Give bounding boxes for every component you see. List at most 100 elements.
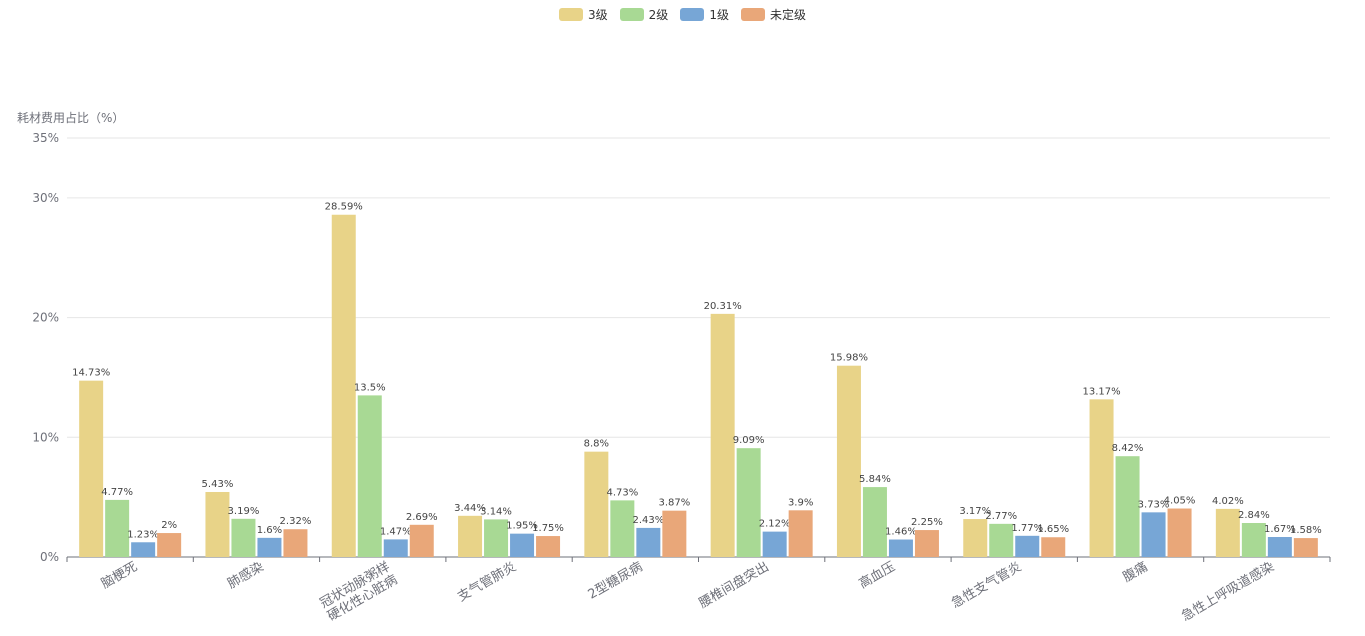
x-tick-label: 2型糖尿病 [585, 559, 645, 603]
data-label: 1.77% [1011, 523, 1043, 534]
legend-label: 3级 [588, 8, 608, 22]
bar [584, 451, 609, 557]
data-label: 2.32% [280, 516, 312, 527]
y-tick-label: 30% [32, 191, 59, 205]
bar [458, 515, 483, 557]
x-tick-label: 急性支气管炎 [949, 559, 1025, 612]
legend-swatch [559, 8, 584, 21]
bar [383, 539, 408, 557]
bar [662, 510, 687, 557]
bar [836, 365, 861, 557]
bar [963, 519, 988, 557]
bar [610, 500, 635, 557]
bar [257, 537, 282, 557]
x-tick-label: 腰椎间盘突出 [696, 559, 772, 612]
data-label: 2.12% [759, 519, 791, 530]
bar [484, 519, 509, 557]
x-tick-label-line: 2型糖尿病 [585, 559, 645, 603]
data-label: 3.14% [480, 506, 512, 517]
data-label: 4.73% [606, 487, 638, 498]
bar [1267, 537, 1292, 557]
data-label: 9.09% [733, 435, 765, 446]
data-label: 3.87% [658, 498, 690, 509]
bar [536, 536, 561, 557]
data-label: 1.67% [1264, 524, 1296, 535]
data-label: 1.95% [506, 521, 538, 532]
data-label: 14.73% [72, 368, 110, 379]
data-label: 1.75% [532, 523, 564, 534]
data-label: 4.05% [1164, 496, 1196, 507]
data-label: 1.46% [885, 527, 917, 538]
legend-item[interactable]: 1级 [680, 6, 729, 23]
x-tick-label-line: 腹痛 [1120, 559, 1151, 586]
bar [331, 214, 356, 557]
bar [1041, 537, 1066, 557]
y-tick-label: 0% [40, 550, 59, 564]
data-label: 8.42% [1112, 443, 1144, 454]
data-label: 2.77% [985, 511, 1017, 522]
x-tick-label-line: 腰椎间盘突出 [696, 559, 772, 612]
data-label: 1.58% [1290, 525, 1322, 536]
y-tick-label: 20% [32, 311, 59, 325]
legend-swatch [740, 8, 765, 21]
bar [636, 527, 661, 557]
bar [157, 533, 182, 557]
bar [888, 539, 913, 557]
data-label: 2.84% [1238, 510, 1270, 521]
data-label: 20.31% [704, 301, 742, 312]
x-tick-label: 支气管肺炎 [455, 559, 519, 605]
bar [762, 531, 787, 557]
data-label: 3.19% [228, 506, 260, 517]
bar [1215, 508, 1240, 557]
legend-label: 未定级 [769, 8, 806, 22]
x-tick-label-line: 脑梗死 [99, 559, 140, 591]
bar [1167, 508, 1192, 557]
bar [914, 530, 939, 557]
legend-swatch [680, 8, 705, 21]
bar [79, 380, 104, 557]
bar [283, 529, 308, 557]
data-label: 15.98% [830, 353, 868, 364]
legend-swatch [619, 8, 644, 21]
legend-item[interactable]: 未定级 [740, 6, 806, 23]
data-label: 3.17% [959, 506, 991, 517]
data-label: 2.69% [406, 512, 438, 523]
data-label: 13.5% [354, 382, 386, 393]
y-axis-title: 耗材费用占比（%） [17, 111, 125, 125]
data-label: 2.43% [632, 515, 664, 526]
x-tick-label-line: 高血压 [856, 559, 898, 592]
x-tick-label: 冠状动脉粥样硬化性心脏病 [317, 559, 400, 625]
data-label: 1.65% [1037, 524, 1069, 535]
x-tick-label: 急性上呼吸道感染 [1179, 559, 1277, 625]
bar [1141, 512, 1166, 557]
data-label: 1.6% [257, 525, 282, 536]
data-label: 5.84% [859, 474, 891, 485]
bar [710, 313, 735, 557]
bar [862, 487, 887, 557]
data-label: 5.43% [202, 479, 234, 490]
bar [1293, 538, 1318, 557]
data-label: 1.47% [380, 526, 412, 537]
bar [231, 518, 256, 557]
bar [1115, 456, 1140, 557]
x-tick-label-line: 急性上呼吸道感染 [1179, 559, 1277, 625]
data-label: 3.73% [1138, 499, 1170, 510]
bar [409, 524, 434, 557]
legend-item[interactable]: 2级 [619, 6, 668, 23]
x-tick-label-line: 支气管肺炎 [455, 559, 519, 605]
data-label: 8.8% [584, 439, 609, 450]
x-tick-label: 高血压 [856, 559, 898, 592]
legend-item[interactable]: 3级 [559, 6, 608, 23]
bar [736, 448, 761, 557]
data-label: 4.02% [1212, 496, 1244, 507]
y-tick-label: 35% [32, 131, 59, 145]
x-tick-label-line: 急性支气管炎 [949, 559, 1025, 612]
bar [510, 533, 535, 557]
bar [1089, 399, 1114, 557]
data-label: 13.17% [1082, 386, 1120, 397]
data-label: 3.44% [454, 503, 486, 514]
bar [1241, 523, 1266, 557]
data-label: 2% [161, 520, 177, 531]
data-label: 1.23% [127, 529, 159, 540]
